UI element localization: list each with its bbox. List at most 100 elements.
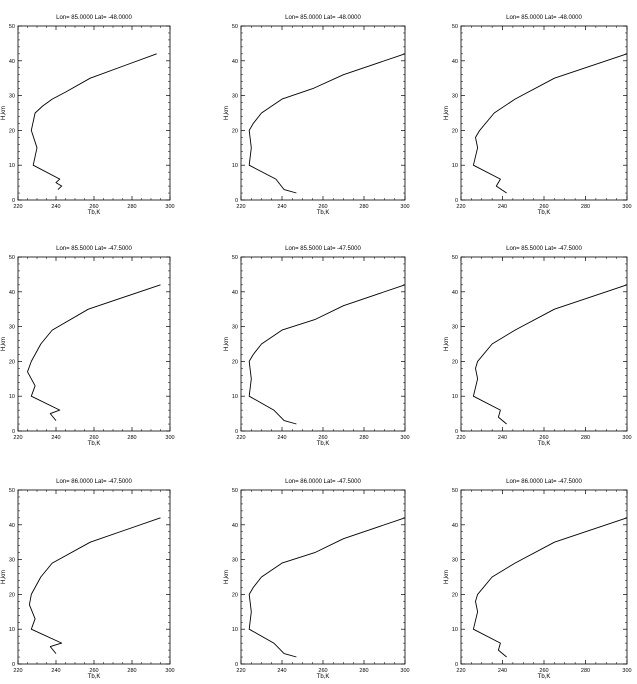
x-axis-label: Tb,K bbox=[538, 674, 551, 680]
x-tick-label: 240 bbox=[277, 668, 286, 674]
x-tick-label: 220 bbox=[236, 204, 245, 210]
x-tick-label: 300 bbox=[400, 204, 409, 210]
x-tick-label: 300 bbox=[165, 668, 174, 674]
x-tick-label: 300 bbox=[622, 204, 631, 210]
chart-title: Lon= 86.0000 Lat= -47.5000 bbox=[56, 479, 132, 485]
y-tick-label: 10 bbox=[232, 163, 238, 169]
x-tick-label: 280 bbox=[359, 204, 368, 210]
y-axis-label: H,km bbox=[224, 337, 230, 351]
x-tick-label: 220 bbox=[236, 435, 245, 441]
y-tick-label: 50 bbox=[232, 255, 238, 261]
x-axis-label: Tb,K bbox=[538, 210, 551, 216]
y-tick-label: 10 bbox=[9, 394, 15, 400]
profile-line bbox=[248, 517, 406, 658]
x-tick-label: 300 bbox=[622, 668, 631, 674]
y-tick-label: 40 bbox=[452, 523, 458, 529]
y-tick-label: 30 bbox=[9, 325, 15, 331]
y-tick-label: 50 bbox=[232, 24, 238, 30]
y-tick-label: 30 bbox=[452, 558, 458, 564]
profile-line bbox=[27, 284, 161, 421]
y-tick-label: 20 bbox=[9, 592, 15, 598]
chart-title: Lon= 86.0000 Lat= -47.5000 bbox=[285, 479, 361, 485]
x-tick-label: 260 bbox=[89, 204, 98, 210]
x-axis-label: Tb,K bbox=[317, 210, 330, 216]
y-tick-label: 40 bbox=[232, 59, 238, 65]
x-tick-label: 280 bbox=[359, 435, 368, 441]
y-tick-label: 50 bbox=[452, 24, 458, 30]
x-tick-label: 280 bbox=[581, 204, 590, 210]
x-tick-label: 300 bbox=[400, 668, 409, 674]
x-tick-label: 280 bbox=[127, 204, 136, 210]
y-tick-label: 0 bbox=[455, 662, 458, 668]
x-tick-label: 260 bbox=[318, 435, 327, 441]
chart-title: Lon= 85.5000 Lat= -47.5000 bbox=[506, 246, 582, 252]
chart-title: Lon= 85.0000 Lat= -48.0000 bbox=[506, 15, 582, 21]
y-tick-label: 40 bbox=[9, 59, 15, 65]
profile-line bbox=[472, 53, 628, 194]
x-tick-label: 260 bbox=[539, 668, 548, 674]
x-tick-label: 240 bbox=[498, 204, 507, 210]
y-tick-label: 0 bbox=[455, 198, 458, 204]
x-tick-label: 300 bbox=[165, 435, 174, 441]
x-tick-label: 300 bbox=[622, 435, 631, 441]
y-axis-label: H,km bbox=[444, 570, 450, 584]
y-tick-label: 0 bbox=[235, 198, 238, 204]
y-tick-label: 30 bbox=[452, 94, 458, 100]
profile-line bbox=[472, 284, 628, 425]
y-tick-label: 40 bbox=[232, 523, 238, 529]
x-tick-label: 300 bbox=[165, 204, 174, 210]
x-tick-label: 260 bbox=[89, 668, 98, 674]
x-tick-label: 260 bbox=[539, 435, 548, 441]
profile-line bbox=[248, 53, 406, 194]
x-tick-label: 220 bbox=[13, 435, 22, 441]
y-tick-label: 10 bbox=[232, 627, 238, 633]
x-tick-label: 280 bbox=[127, 668, 136, 674]
x-tick-label: 280 bbox=[359, 668, 368, 674]
chart-title: Lon= 85.5000 Lat= -47.5000 bbox=[285, 246, 361, 252]
y-axis-label: H,km bbox=[224, 106, 230, 120]
y-tick-label: 0 bbox=[235, 662, 238, 668]
x-axis-label: Tb,K bbox=[538, 441, 551, 447]
y-tick-label: 30 bbox=[232, 325, 238, 331]
y-tick-label: 30 bbox=[232, 94, 238, 100]
y-axis-label: H,km bbox=[444, 106, 450, 120]
chart-title: Lon= 85.0000 Lat= -48.0000 bbox=[285, 15, 361, 21]
x-tick-label: 240 bbox=[277, 435, 286, 441]
x-tick-label: 220 bbox=[456, 204, 465, 210]
y-axis-label: H,km bbox=[444, 337, 450, 351]
y-tick-label: 50 bbox=[9, 488, 15, 494]
y-tick-label: 20 bbox=[452, 359, 458, 365]
y-tick-label: 0 bbox=[235, 429, 238, 435]
x-axis-label: Tb,K bbox=[88, 441, 101, 447]
x-tick-label: 240 bbox=[277, 204, 286, 210]
y-tick-label: 0 bbox=[12, 198, 15, 204]
y-axis-label: H,km bbox=[1, 570, 7, 584]
y-tick-label: 10 bbox=[9, 627, 15, 633]
y-tick-label: 40 bbox=[9, 523, 15, 529]
x-tick-label: 220 bbox=[456, 435, 465, 441]
y-tick-label: 50 bbox=[9, 24, 15, 30]
x-tick-label: 300 bbox=[400, 435, 409, 441]
x-tick-label: 240 bbox=[498, 668, 507, 674]
y-tick-label: 40 bbox=[452, 290, 458, 296]
x-tick-label: 220 bbox=[236, 668, 245, 674]
x-axis-label: Tb,K bbox=[88, 674, 101, 680]
y-tick-label: 30 bbox=[9, 94, 15, 100]
x-tick-label: 280 bbox=[581, 668, 590, 674]
y-tick-label: 10 bbox=[452, 394, 458, 400]
x-tick-label: 260 bbox=[318, 668, 327, 674]
chart-title: Lon= 86.0000 Lat= -47.5000 bbox=[506, 479, 582, 485]
profile-line bbox=[30, 53, 157, 190]
y-tick-label: 30 bbox=[9, 558, 15, 564]
x-axis-label: Tb,K bbox=[317, 441, 330, 447]
y-tick-label: 20 bbox=[452, 128, 458, 134]
y-tick-label: 30 bbox=[232, 558, 238, 564]
